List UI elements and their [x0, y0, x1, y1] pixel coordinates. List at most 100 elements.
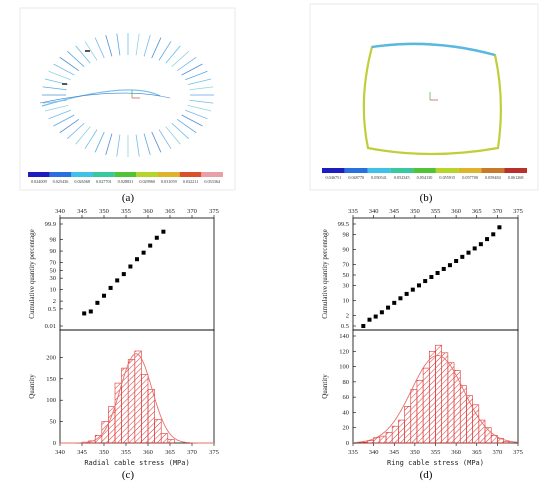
radial-cable-line — [42, 86, 67, 91]
radial-cable-line — [48, 70, 71, 81]
colorbar-label: 0.033364 — [204, 179, 221, 184]
data-point — [435, 271, 440, 276]
data-point — [379, 310, 384, 315]
histogram-bar — [160, 433, 169, 444]
data-point — [460, 254, 465, 259]
radial-cable-line — [94, 131, 105, 153]
x-tick-label-top: 375 — [513, 208, 523, 215]
histogram-bar — [127, 359, 136, 444]
radial-cable-line — [143, 35, 151, 57]
x-tick-label: 360 — [143, 449, 153, 456]
histogram-bar — [410, 389, 418, 444]
radial-cable-line — [185, 109, 208, 120]
y-tick-label: 10 — [343, 297, 350, 304]
radial-cable-line — [44, 104, 69, 112]
radial-cable-line — [84, 129, 98, 149]
data-point — [88, 309, 93, 314]
radial-cable-line — [105, 133, 113, 155]
y-tick-label: 140 — [339, 333, 349, 340]
colorbar-label: 0.048770 — [348, 175, 364, 180]
radial-cable-line — [59, 119, 80, 134]
x-tick-label-top: 360 — [451, 208, 461, 215]
histogram-bar — [154, 419, 162, 444]
radial-cable-line — [116, 134, 121, 157]
x-tick-label: 335 — [348, 449, 358, 456]
data-point — [141, 250, 146, 255]
radial-cable-line — [59, 56, 80, 71]
colorbar-swatch — [322, 168, 345, 173]
colorbar-label: 0.046751 — [326, 175, 342, 180]
y-tick-label: 150 — [46, 376, 56, 383]
histogram-bar — [503, 441, 511, 444]
radial-cable-line — [143, 133, 151, 155]
y-tick-label: 0.5 — [48, 306, 56, 313]
y-tick-label: 2 — [53, 298, 56, 305]
data-point — [404, 291, 409, 296]
y-tick-label: 70 — [343, 262, 350, 269]
data-point — [367, 317, 372, 322]
y-tick-label: 2 — [346, 313, 349, 320]
colorbar-label: 0.050541 — [371, 175, 387, 180]
y-axis-label: Quantity — [321, 374, 329, 399]
radial-cable-line — [53, 63, 75, 76]
radial-cable-line — [84, 41, 98, 61]
x-tick-label: 370 — [493, 449, 503, 456]
data-point — [82, 311, 87, 316]
colorbar-swatch — [136, 172, 158, 177]
y-axis-label: Cumulative quantity percentage — [28, 229, 36, 318]
colorbar-label: 0.031059 — [161, 179, 177, 184]
colorbar-label: 0.028831 — [118, 179, 134, 184]
y-tick-label: 10 — [50, 287, 57, 294]
x-tick-label: 350 — [99, 449, 109, 456]
colorbar-swatch — [71, 172, 93, 177]
radial-cable-line — [165, 45, 181, 64]
radial-cable-line — [105, 35, 113, 57]
colorbar-label: 0.029960 — [139, 179, 155, 184]
data-point — [148, 243, 153, 248]
x-tick-label-top: 350 — [410, 208, 420, 215]
y-axis-label: Quantity — [28, 374, 36, 399]
data-point — [472, 246, 477, 251]
data-point — [161, 229, 166, 234]
radial-cable-line — [151, 131, 162, 153]
radial-cable-line — [158, 41, 172, 61]
data-point — [95, 300, 100, 305]
colorbar-swatch — [504, 168, 527, 173]
y-tick-label: 100 — [339, 364, 349, 371]
panel-a-contour: 0.024009 0.025436 0.026568 0.027701 0.028831… — [19, 7, 236, 191]
x-tick-label: 340 — [369, 449, 379, 456]
radial-cable-line — [48, 109, 71, 120]
y-tick-label: 60 — [343, 394, 350, 401]
y-tick-label: 20 — [343, 425, 350, 432]
x-tick-label: 370 — [187, 449, 197, 456]
radial-cable-line — [75, 45, 91, 64]
ring-cable-curve-2 — [39, 92, 171, 104]
colorbar-b: 0.046751 0.048770 0.050541 0.052345 0.054130… — [322, 168, 527, 180]
data-point — [102, 293, 106, 298]
data-point — [429, 274, 434, 279]
histogram-bar — [379, 435, 387, 444]
radial-cable-line — [66, 50, 85, 68]
data-point — [121, 272, 126, 277]
data-point — [361, 324, 366, 328]
histogram-bar — [447, 362, 455, 444]
data-point — [485, 237, 490, 242]
y-tick-label: 40 — [343, 409, 350, 416]
panel-a-frame — [19, 7, 236, 191]
colorbar-a: 0.024009 0.025436 0.026568 0.027701 0.028831… — [28, 172, 223, 184]
histogram-bar — [391, 425, 399, 444]
radial-cable-line — [135, 134, 140, 157]
panel-b-contour: 0.046751 0.048770 0.050541 0.052345 0.054130… — [309, 3, 539, 191]
panel-label-c: (c) — [122, 469, 135, 481]
y-tick-label: 90 — [50, 248, 57, 255]
normal-fit-curve — [60, 353, 214, 444]
y-tick-label: 0 — [346, 440, 349, 447]
colorbar-swatch — [367, 168, 391, 173]
x-tick-label: 365 — [472, 449, 482, 456]
y-tick-label: 98 — [343, 231, 350, 238]
histogram-bar — [121, 367, 129, 444]
histogram-bar — [416, 380, 424, 444]
histogram-bar — [435, 344, 442, 444]
colorbar-label: 0.032211 — [183, 179, 199, 184]
colorbar-swatch — [344, 168, 368, 173]
